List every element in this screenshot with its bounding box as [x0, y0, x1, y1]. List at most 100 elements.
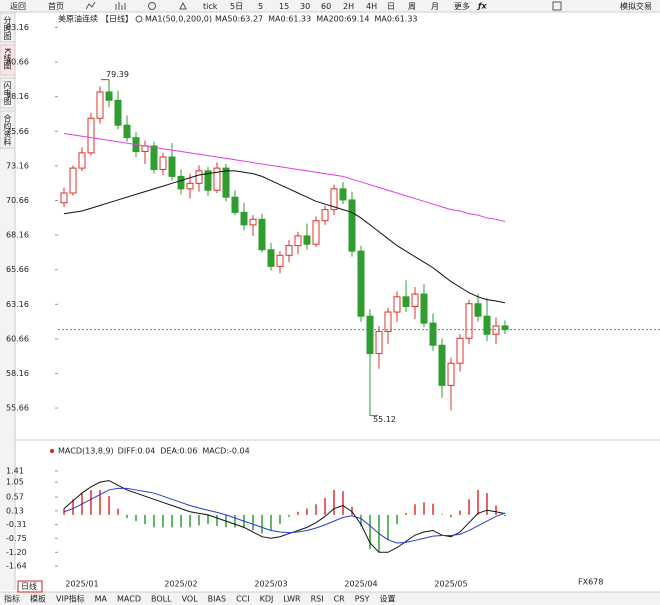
y-tick-label: -0.31	[6, 520, 27, 529]
sidebar-tab[interactable]	[0, 77, 16, 109]
x-tick-label: 2025/05	[434, 580, 467, 589]
period-box[interactable]	[17, 580, 43, 593]
toolbar-item[interactable]: 首页	[48, 1, 64, 11]
candle-body	[105, 91, 113, 101]
legend-item: MACD:-0.04	[202, 447, 249, 456]
chart-icon[interactable]	[85, 1, 96, 10]
tab[interactable]: CCI	[236, 595, 250, 604]
tab[interactable]: MA	[95, 595, 108, 604]
candle-body	[114, 99, 122, 126]
toolbar-item[interactable]: 月	[431, 2, 439, 11]
candle-body	[213, 167, 221, 191]
candle-body	[303, 235, 311, 245]
sidebar-label[interactable]: 合约资料	[3, 113, 12, 147]
tab[interactable]: VIP指标	[56, 594, 85, 604]
tab[interactable]: BIAS	[208, 595, 226, 604]
y-tick-label: 75.66	[6, 127, 29, 136]
candle-body	[123, 124, 131, 139]
sidebar-label[interactable]: K线图	[3, 48, 12, 70]
tab[interactable]: LWR	[283, 595, 301, 604]
tab[interactable]: CR	[334, 595, 346, 604]
toolbar-item[interactable]: 日	[387, 2, 395, 11]
candle-body	[294, 235, 302, 247]
y-tick-label: 0.57	[6, 493, 24, 502]
toolbar-item[interactable]: tick	[203, 2, 218, 11]
candle-body	[456, 337, 464, 364]
y-tick-label: 73.16	[6, 161, 29, 170]
candle-body	[366, 315, 374, 355]
y-tick-label: -1.64	[6, 562, 27, 571]
toolbar-item[interactable]: 15	[279, 2, 289, 11]
toolbar-icons	[85, 1, 562, 11]
candle-body	[231, 196, 239, 213]
candle-body	[420, 293, 428, 324]
toolbar-item[interactable]: 5日	[230, 2, 243, 11]
candle-body	[411, 293, 419, 308]
toolbar-item[interactable]: 5	[258, 2, 263, 11]
candle-body	[96, 91, 104, 119]
y-tick-label: 65.66	[6, 265, 29, 274]
candle-body	[285, 245, 293, 256]
tab[interactable]: RSI	[311, 595, 324, 604]
y-tick-label: -0.75	[6, 534, 27, 543]
toolbar-item[interactable]: 60	[321, 2, 331, 11]
candle-body	[393, 296, 401, 313]
candle-body	[141, 145, 149, 152]
x-tick-label: 2025/01	[65, 580, 98, 589]
tab[interactable]: 设置	[380, 594, 396, 604]
bars-icon[interactable]	[115, 2, 126, 10]
y-tick-label: 0.13	[6, 506, 24, 515]
candle-body	[159, 156, 167, 170]
y-tick-label: 78.16	[6, 92, 29, 101]
toolbar-item[interactable]: 2H	[343, 2, 354, 11]
tab[interactable]: VOL	[182, 595, 199, 604]
sidebar-tab[interactable]	[0, 12, 16, 43]
x-tick-label: 2025/02	[164, 580, 197, 589]
draw-icon[interactable]	[179, 1, 187, 10]
sidebar-label[interactable]: 闪电图	[3, 81, 12, 106]
candle-body	[447, 362, 455, 386]
candle-body	[276, 254, 284, 267]
y-tick-label: 58.16	[6, 369, 29, 378]
candle-body	[429, 322, 437, 346]
grid-icon[interactable]	[552, 1, 562, 11]
legend-item: DEA:0.06	[160, 447, 197, 456]
tab[interactable]: MACD	[117, 595, 141, 604]
macd-icon	[50, 449, 54, 453]
candle-body	[474, 303, 482, 317]
candle-body	[204, 170, 212, 191]
tab[interactable]: KDJ	[260, 595, 274, 604]
x-tick-label: 2025/03	[254, 580, 287, 589]
sidebar-tab[interactable]	[0, 44, 16, 76]
toolbar-item[interactable]: 更多	[454, 1, 470, 11]
toolbar-item[interactable]: 模拟交易	[620, 1, 652, 11]
sidebar-tab[interactable]	[0, 110, 16, 149]
y-tick-label: 55.66	[6, 404, 29, 413]
toolbar-item[interactable]: 30	[300, 2, 310, 11]
candle-body	[60, 192, 68, 204]
watermark: FX678	[578, 578, 603, 587]
legend-item: MA200:69.14	[316, 15, 369, 24]
candle-body	[150, 145, 158, 170]
toolbar-bg	[0, 0, 660, 12]
candle-body	[438, 344, 446, 386]
refresh-icon[interactable]	[148, 2, 156, 10]
tab[interactable]: PSY	[355, 595, 370, 604]
tab[interactable]: 指标	[4, 594, 20, 604]
tab[interactable]: BOLL	[151, 595, 172, 604]
sidebar-label[interactable]: 分时图	[3, 16, 12, 41]
high-label: 79.39	[106, 70, 129, 79]
y-tick-label: -1.20	[6, 548, 27, 557]
candle-body	[375, 330, 383, 355]
toolbar-item[interactable]: 4H	[366, 2, 377, 11]
candle-body	[501, 325, 509, 331]
fx-icon[interactable]: ƒx	[476, 2, 487, 11]
toolbar-item[interactable]: 返回	[10, 2, 26, 11]
toolbar-item[interactable]: 周	[408, 2, 416, 11]
tab[interactable]: 模板	[30, 594, 46, 604]
chart-title: 美原油连续	[58, 14, 98, 24]
candle-body	[402, 296, 410, 308]
y-tick-label: 1.05	[6, 478, 24, 487]
period-button[interactable]: 日线	[21, 581, 37, 591]
